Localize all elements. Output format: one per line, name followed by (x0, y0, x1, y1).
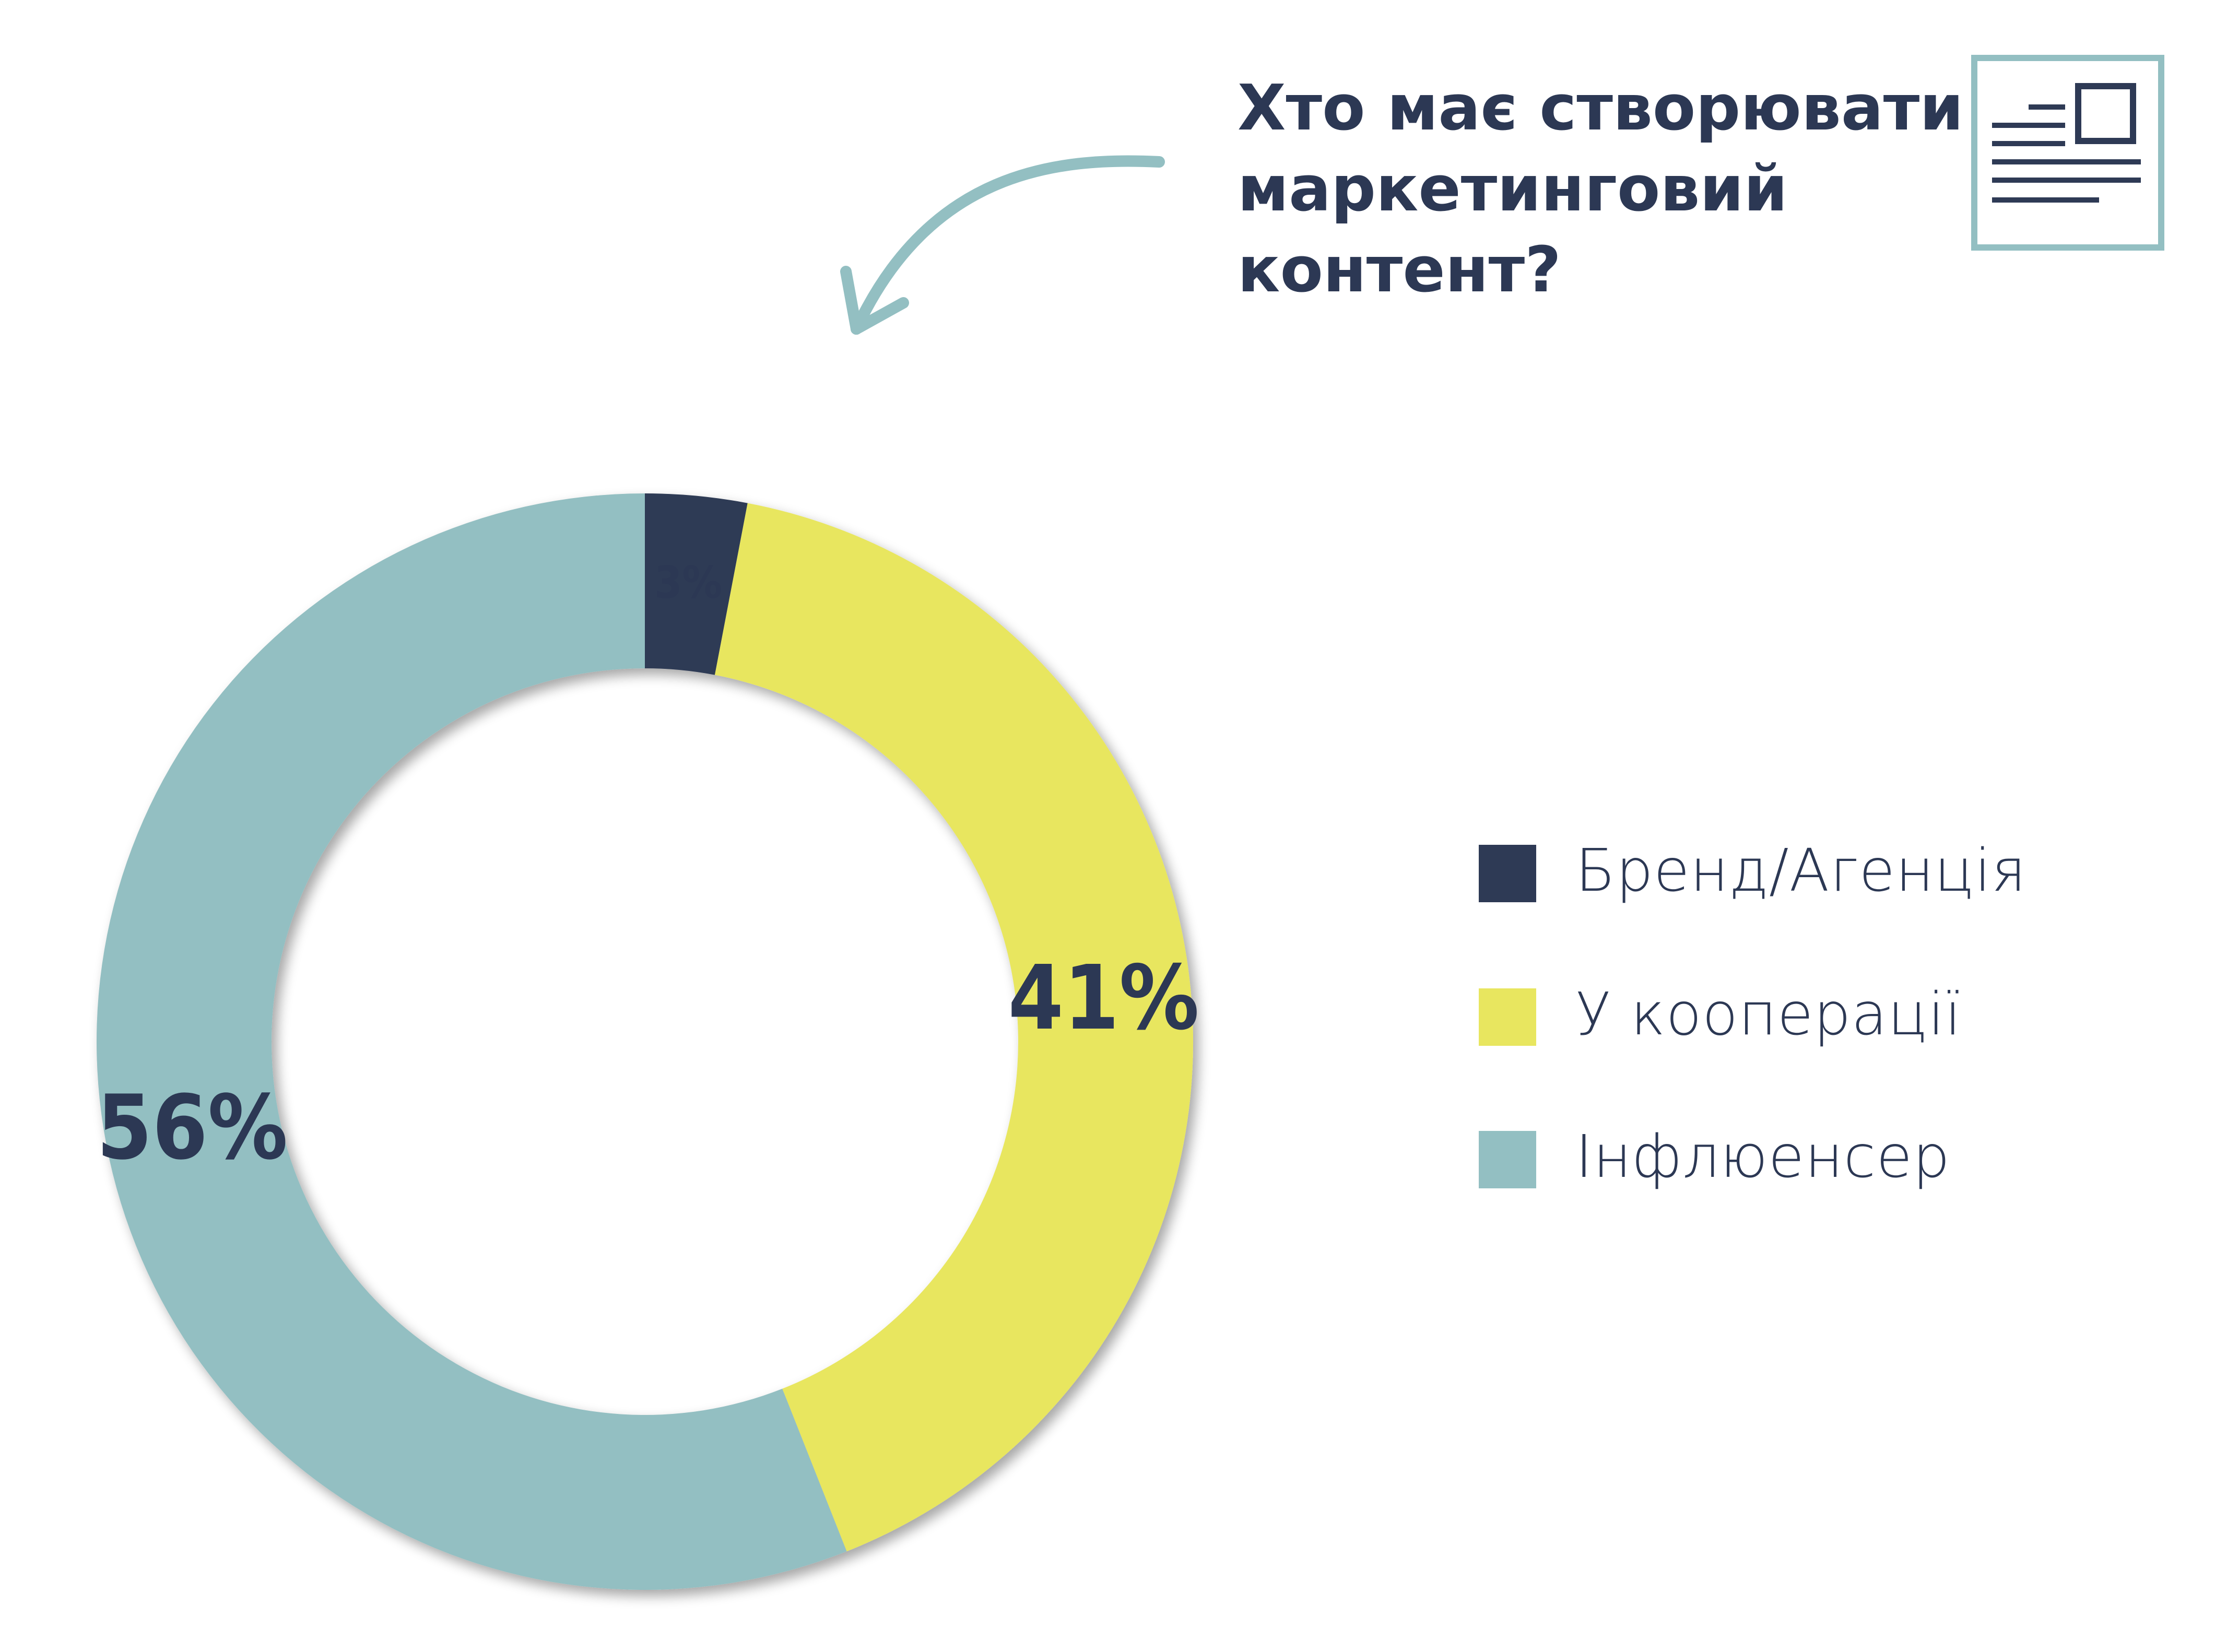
legend-label-influencer: Інфлюенсер (1575, 1123, 1951, 1191)
legend-item-influencer: Інфлюенсер (1479, 1123, 2105, 1191)
legend-swatch-brand (1479, 845, 1536, 902)
legend-item-cooperation: У кооперації (1479, 981, 2105, 1048)
slice-label-cooperation: 41% (1008, 947, 1199, 1050)
donut-slice-brand (645, 493, 748, 675)
title-line-2: маркетинговий (1238, 153, 1788, 226)
donut-slice-influencer (97, 493, 847, 1590)
title-line-1: Хто має створювати (1238, 72, 1964, 145)
slice-label-influencer: 56% (97, 1076, 288, 1179)
chart-title: Хто має створювати маркетинговий контент… (1238, 68, 1969, 311)
title-line-3: контент? (1238, 234, 1561, 306)
legend-label-brand: Бренд/Агенція (1575, 837, 2027, 905)
curved-arrow-icon (840, 155, 1165, 335)
legend-swatch-cooperation (1479, 988, 1536, 1046)
legend-swatch-influencer (1479, 1131, 1536, 1188)
legend-item-brand: Бренд/Агенція (1479, 837, 2105, 905)
article-icon (1971, 55, 2164, 251)
legend-label-cooperation: У кооперації (1575, 981, 1962, 1048)
donut-slice-cooperation (714, 503, 1194, 1552)
slice-label-brand: 3% (654, 557, 722, 609)
